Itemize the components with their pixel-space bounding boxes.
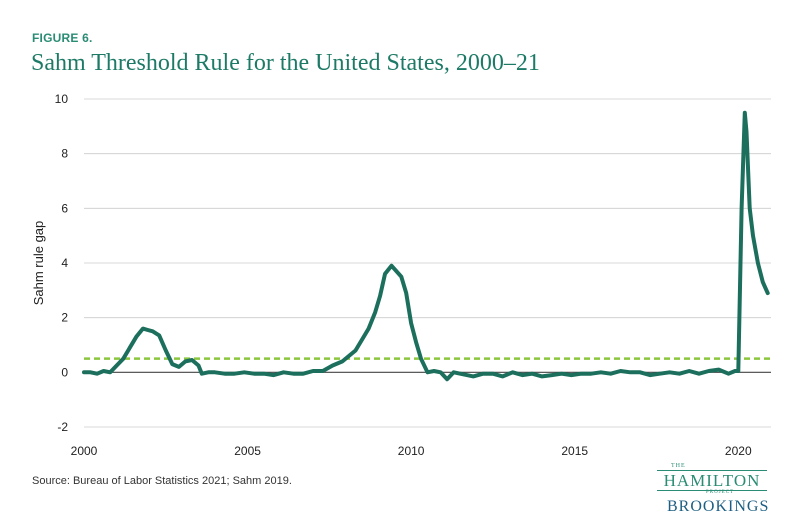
y-tick-label: 10 <box>55 92 69 106</box>
brookings-logo: BROOKINGS <box>667 498 770 515</box>
x-tick-labels: 2000 2005 2010 2015 2020 <box>71 444 752 458</box>
x-tick-label: 2000 <box>71 444 98 458</box>
y-axis-label: Sahm rule gap <box>31 221 46 306</box>
y-tick-label: -2 <box>57 420 68 434</box>
x-tick-label: 2010 <box>398 444 425 458</box>
y-tick-label: 4 <box>61 256 68 270</box>
hamilton-logo: HAMILTON <box>657 470 767 491</box>
series-line-sahm-rule-gap <box>82 110 770 382</box>
x-tick-label: 2020 <box>725 444 752 458</box>
y-tick-label: 0 <box>61 365 68 379</box>
figure-label: FIGURE 6. <box>32 31 93 45</box>
source-note: Source: Bureau of Labor Statistics 2021;… <box>32 475 292 487</box>
gridlines <box>84 98 771 428</box>
source-prefix: Source: <box>32 475 73 487</box>
y-tick-labels: -2 0 2 4 6 8 10 <box>55 92 69 434</box>
x-tick-label: 2015 <box>561 444 588 458</box>
y-tick-label: 2 <box>61 311 68 325</box>
source-text: Bureau of Labor Statistics 2021; Sahm 20… <box>72 475 292 487</box>
x-tick-label: 2005 <box>234 444 261 458</box>
y-tick-label: 6 <box>61 201 68 215</box>
y-tick-label: 8 <box>61 147 68 161</box>
logo-hamilton: HAMILTON <box>663 471 761 490</box>
logo-the: THE <box>671 463 686 469</box>
logo-project: PROJECT <box>706 490 735 495</box>
line-chart: -2 0 2 4 6 8 10 2000 2005 2010 2015 2020 Sahm rule… <box>31 92 771 458</box>
chart-title: Sahm Threshold Rule for the United State… <box>31 50 540 76</box>
